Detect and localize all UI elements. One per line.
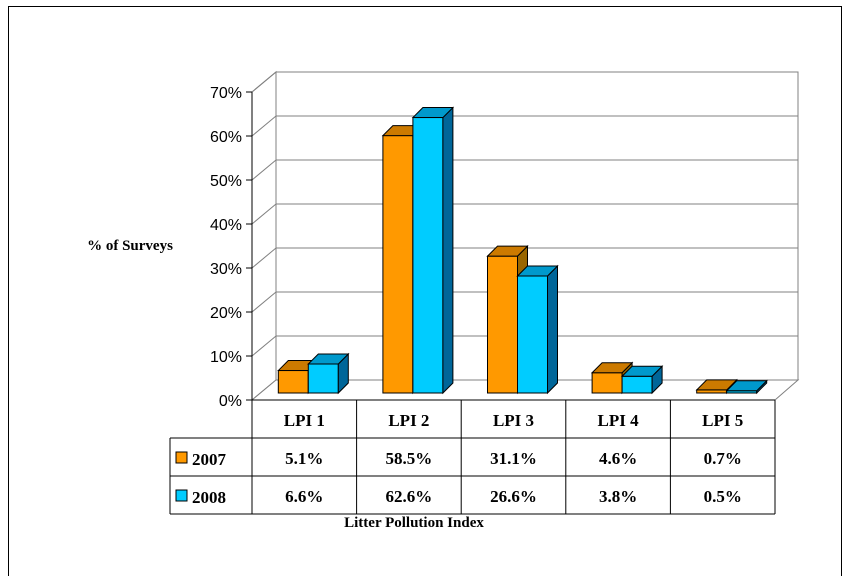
legend-label: 2008	[192, 488, 226, 507]
gridline-side	[251, 159, 277, 181]
data-label: 3.8%	[599, 487, 637, 506]
x-tick-label: LPI 3	[493, 411, 534, 430]
bar-top-2007-2	[486, 245, 529, 257]
data-label: 0.7%	[704, 449, 742, 468]
data-label: 58.5%	[386, 449, 433, 468]
bar-top-2008-2	[516, 265, 559, 277]
bar-2008-2	[517, 275, 548, 394]
data-label: 26.6%	[490, 487, 537, 506]
data-label: 4.6%	[599, 449, 637, 468]
bar-top-2008-0	[307, 353, 350, 365]
gridline-side	[251, 203, 277, 225]
y-tick-label: 0%	[219, 393, 242, 410]
x-tick-label: LPI 4	[598, 411, 640, 430]
bar-2007-2	[487, 255, 518, 394]
y-tick-label: 30%	[210, 261, 242, 278]
bar-2007-0	[277, 370, 309, 394]
y-tick-label: 70%	[210, 85, 242, 102]
data-label: 31.1%	[490, 449, 537, 468]
bar-side-2008-2	[547, 264, 558, 395]
bar-top-2008-3	[620, 365, 664, 377]
gridline-side	[251, 115, 277, 137]
legend-label: 2007	[192, 450, 227, 469]
y-tick-label: 20%	[210, 305, 242, 322]
y-tick-label: 40%	[210, 217, 242, 234]
x-tick-label: LPI 5	[702, 411, 743, 430]
bar-top-2007-3	[590, 362, 634, 374]
bar-2008-3	[621, 375, 653, 394]
data-label: 0.5%	[704, 487, 742, 506]
bar-top-2008-1	[411, 107, 455, 119]
x-tick-label: LPI 1	[284, 411, 325, 430]
data-label: 5.1%	[285, 449, 323, 468]
bar-side-2008-1	[442, 106, 454, 395]
bar-2007-3	[591, 372, 623, 394]
gridline-side	[251, 71, 277, 93]
gridline-side	[251, 291, 277, 313]
y-axis-label: % of Surveys	[87, 238, 173, 254]
legend-swatch-2007	[175, 451, 188, 464]
bar-top-2007-4	[695, 379, 738, 391]
bar-2007-1	[382, 135, 414, 394]
data-label: 6.6%	[285, 487, 323, 506]
bar-top-2008-4	[725, 380, 768, 392]
data-label: 62.6%	[386, 487, 433, 506]
y-tick-label: 10%	[210, 349, 242, 366]
gridline-side	[251, 335, 277, 357]
bar-2008-1	[412, 117, 444, 394]
bar-2008-0	[307, 363, 339, 394]
x-axis-label: Litter Pollution Index	[344, 515, 484, 531]
legend-swatch-2008	[175, 489, 188, 502]
x-tick-label: LPI 2	[388, 411, 429, 430]
plot-side-wall	[251, 70, 277, 402]
gridline-side	[251, 247, 277, 269]
y-tick-label: 50%	[210, 173, 242, 190]
y-tick-label: 60%	[210, 129, 242, 146]
